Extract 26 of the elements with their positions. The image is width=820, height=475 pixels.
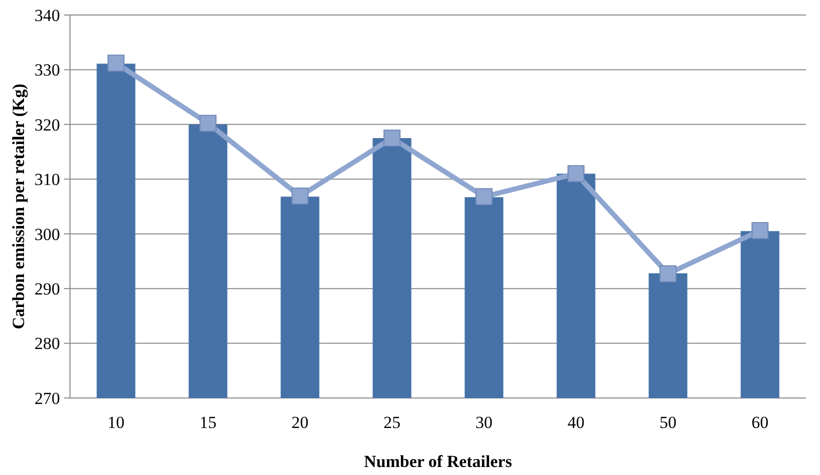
x-tick-label: 50 bbox=[660, 413, 676, 432]
x-tick-label: 10 bbox=[108, 413, 124, 432]
x-tick-label: 15 bbox=[200, 413, 216, 432]
y-tick-label: 270 bbox=[34, 388, 60, 408]
point bbox=[568, 165, 584, 182]
point bbox=[476, 188, 492, 206]
point bbox=[384, 130, 400, 147]
point bbox=[108, 54, 124, 72]
y-tick-label: 340 bbox=[34, 6, 60, 25]
point bbox=[660, 265, 676, 282]
y-tick-label: 330 bbox=[34, 60, 60, 80]
point bbox=[200, 114, 216, 132]
y-tick-label: 310 bbox=[34, 170, 60, 190]
point bbox=[292, 188, 308, 205]
x-axis-title: Number of Retailers bbox=[364, 452, 512, 471]
x-tick-label: 30 bbox=[476, 413, 492, 432]
y-tick-label: 300 bbox=[34, 224, 60, 244]
x-tick-label: 40 bbox=[568, 413, 584, 432]
x-tick-label: 20 bbox=[292, 413, 308, 432]
y-tick-label: 290 bbox=[34, 280, 60, 299]
x-tick-label: 25 bbox=[384, 413, 400, 432]
y-tick-label: 280 bbox=[34, 334, 60, 354]
y-axis-title: Carbon emission per retailer (Kg) bbox=[9, 84, 28, 330]
point bbox=[752, 222, 768, 240]
x-tick-label: 60 bbox=[752, 413, 768, 432]
y-tick-label: 320 bbox=[34, 115, 60, 134]
